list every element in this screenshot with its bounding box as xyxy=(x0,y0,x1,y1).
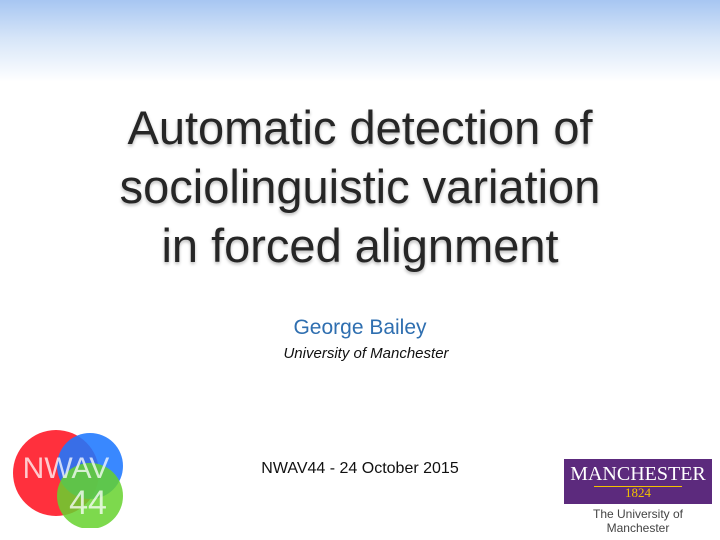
nwav-logo: NWAV 44 xyxy=(8,428,128,528)
author-affiliation: University of Manchester xyxy=(283,345,449,362)
uom-year: 1824 xyxy=(625,485,651,500)
uom-logo-rule xyxy=(594,486,682,487)
nwav-logo-text-bottom: 44 xyxy=(69,484,107,522)
university-of-manchester-logo: MANCHESTER 1824 The University of Manche… xyxy=(560,455,716,535)
title-line-3: in forced alignment xyxy=(161,219,559,272)
author-name: George Bailey xyxy=(293,316,427,339)
nwav-green-circle xyxy=(57,463,123,528)
nwav-logo-text-top: NWAV xyxy=(23,452,110,485)
uom-subtitle: The University of Manchester xyxy=(592,507,684,535)
uom-wordmark: MANCHESTER xyxy=(570,463,706,485)
uom-logo-box: MANCHESTER 1824 xyxy=(564,459,712,504)
title-line-1: Automatic detection of xyxy=(127,101,593,154)
slide-title: Automatic detection of sociolinguistic v… xyxy=(30,98,690,275)
event-info: NWAV44 - 24 October 2015 xyxy=(261,460,459,477)
title-line-2: sociolinguistic variation xyxy=(119,160,601,213)
